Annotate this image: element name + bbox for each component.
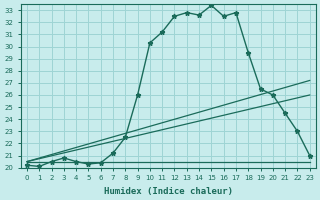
X-axis label: Humidex (Indice chaleur): Humidex (Indice chaleur) — [104, 187, 233, 196]
